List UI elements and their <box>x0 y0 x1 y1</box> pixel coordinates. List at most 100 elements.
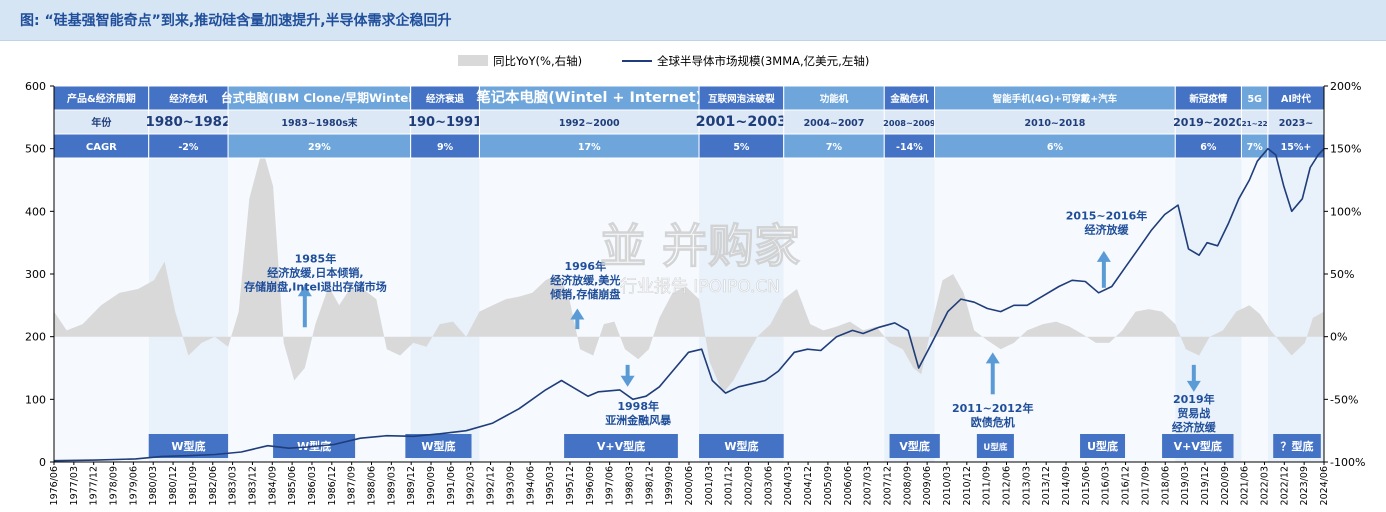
period-cycle-cell <box>783 85 885 111</box>
x-tick-label: 1985/06 <box>287 466 298 505</box>
period-years: 2019~2020 <box>1173 116 1244 129</box>
period-cycle: 经济衰退 <box>426 93 465 105</box>
x-tick-label: 2003/06 <box>763 466 774 505</box>
pattern-label-box <box>1080 434 1126 458</box>
left-tick-label: 400 <box>25 205 46 218</box>
x-tick-label: 2017/09 <box>1140 466 1151 505</box>
header-row-label-cell <box>53 85 150 111</box>
x-tick-label: 1991/06 <box>446 466 457 505</box>
x-tick-label: 1984/09 <box>267 466 278 505</box>
left-tick-label: 0 <box>39 456 46 469</box>
x-tick-label: 1996/09 <box>585 466 596 505</box>
x-tick-label: 2019/03 <box>1180 466 1191 505</box>
x-tick-label: 2022/12 <box>1279 466 1290 505</box>
annotations: 1985年经济放缓,日本倾销,存储崩盘,Intel退出存储市场1996年经济放缓… <box>244 208 1217 434</box>
x-tick-label: 2023/09 <box>1299 466 1310 505</box>
period-cagr: 7% <box>1247 142 1264 153</box>
pattern-label-box <box>1273 434 1321 458</box>
market-size-series <box>53 147 1325 462</box>
x-tick-label: 2009/06 <box>922 466 933 505</box>
x-tick-label: 2007/12 <box>882 466 893 505</box>
period-cycle: 台式电脑(IBM Clone/早期Wintel) <box>221 91 418 105</box>
period-cagr: -2% <box>178 142 199 153</box>
x-tick-label: 1980/12 <box>168 466 179 505</box>
left-tick-label: 200 <box>25 331 46 344</box>
header-row-label-cell <box>53 133 150 159</box>
period-years-cell <box>883 109 936 135</box>
annotation-arrow-head <box>570 308 585 320</box>
annotation-text: 经济放缓,日本倾销, <box>267 266 363 280</box>
x-tick-label: 2014/09 <box>1061 466 1072 505</box>
period-cagr: 6% <box>1200 142 1217 153</box>
period-band <box>934 158 1176 462</box>
x-tick-label: 1976/06 <box>49 466 60 505</box>
x-tick-label: 2000/06 <box>684 466 695 505</box>
x-tick-label: 2016/12 <box>1121 466 1132 505</box>
right-tick-label: 200% <box>1330 80 1361 93</box>
watermark-logo-text: 並 并购家 <box>600 219 800 273</box>
x-tick-label: 2011/09 <box>982 466 993 505</box>
right-tick-label: 100% <box>1330 205 1361 218</box>
period-cagr: 7% <box>826 142 843 153</box>
yoy-area <box>54 148 1324 394</box>
period-cycle-cell <box>698 85 785 111</box>
x-tick-label: 2006/06 <box>843 466 854 505</box>
pattern-label-box <box>699 434 784 458</box>
x-tick-label: 1980/03 <box>148 466 159 505</box>
period-cycle: 互联网泡沫破裂 <box>708 93 775 105</box>
period-cagr: 17% <box>578 142 601 153</box>
period-cagr-cell <box>783 133 885 159</box>
period-cagr: 9% <box>437 142 454 153</box>
period-cycle: AI时代 <box>1281 93 1311 105</box>
header-row-label: CAGR <box>86 142 117 153</box>
x-tick-label: 1981/09 <box>188 466 199 505</box>
period-years: 21~22 <box>1242 119 1268 128</box>
period-years: 2004~2007 <box>804 118 865 129</box>
period-years: 2023~ <box>1279 118 1313 129</box>
legend: 同比YoY(%,右轴) 全球半导体市场规模(3MMA,亿美元,左轴) <box>458 54 869 68</box>
pattern-label-box <box>405 434 472 458</box>
x-tick-label: 1988/06 <box>367 466 378 505</box>
x-tick-label: 1998/03 <box>624 466 635 505</box>
annotation-arrow-head <box>985 352 1000 364</box>
x-tick-label: 1982/06 <box>208 466 219 505</box>
x-tick-label: 2005/09 <box>823 466 834 505</box>
header-row-label: 产品&经济周期 <box>67 92 136 105</box>
left-tick-label: 500 <box>25 143 46 156</box>
right-tick-label: -50% <box>1330 393 1358 406</box>
annotation-arrow-head <box>1096 250 1111 262</box>
x-tick-label: 1983/12 <box>247 466 258 505</box>
period-cycle-cell <box>227 85 412 111</box>
period-years-cell <box>1267 109 1325 135</box>
pattern-label: V型底 <box>899 439 930 453</box>
x-tick-label: 1999/09 <box>664 466 675 505</box>
annotation-text: 贸易战 <box>1177 406 1210 420</box>
annotation-arrow-head <box>297 285 312 297</box>
period-years: 1983~1980s末 <box>281 117 357 129</box>
x-tick-label: 2012/06 <box>1002 466 1013 505</box>
annotation-text: 2015~2016年 <box>1066 208 1147 222</box>
annotation-text: 倾销,存储崩盘 <box>549 287 620 301</box>
period-years-cell <box>783 109 885 135</box>
x-tick-label: 2022/03 <box>1259 466 1270 505</box>
x-tick-label: 1997/06 <box>605 466 616 505</box>
x-tick-label: 1995/03 <box>545 466 556 505</box>
period-years-cell <box>698 109 785 135</box>
annotation-text: 亚洲金融风暴 <box>605 413 672 427</box>
x-tick-label: 2004/12 <box>803 466 814 505</box>
period-years-cell <box>934 109 1176 135</box>
header-row-label: 年份 <box>91 116 112 129</box>
period-cycle-cell <box>934 85 1176 111</box>
period-years-cell <box>478 109 700 135</box>
x-tick-label: 2024/06 <box>1319 466 1330 505</box>
right-tick-label: 0% <box>1330 331 1347 344</box>
period-cycle: 5G <box>1247 94 1262 105</box>
x-tick-label: 2013/12 <box>1041 466 1052 505</box>
period-band <box>1267 158 1324 462</box>
period-cycle: 金融危机 <box>889 93 929 105</box>
annotation-text: 经济放缓 <box>1085 222 1130 236</box>
legend-label-yoy: 同比YoY(%,右轴) <box>493 54 582 68</box>
period-years-cell <box>410 109 480 135</box>
